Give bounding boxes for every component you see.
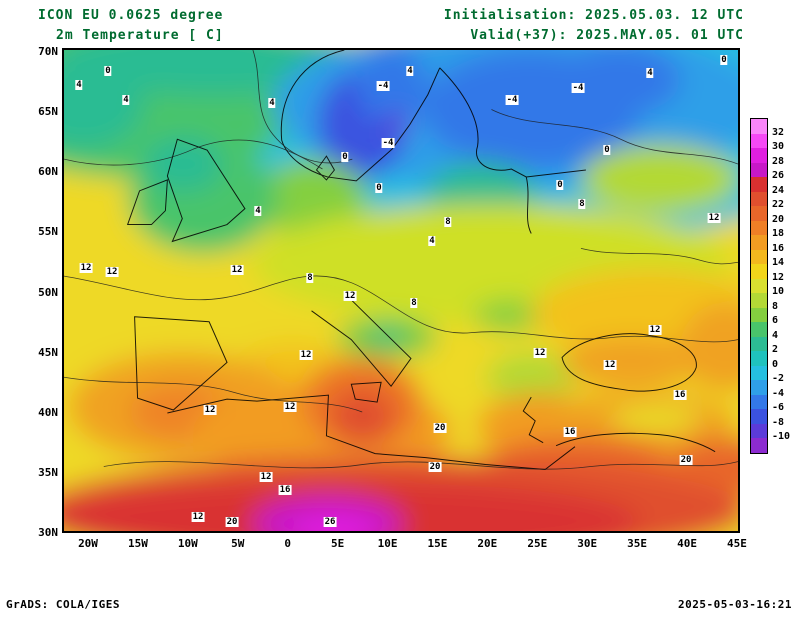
colorbar-segment: [751, 162, 767, 177]
lon-tick-label: 15E: [427, 537, 448, 550]
lon-tick-label: 5W: [231, 537, 245, 550]
colorbar-segment: [751, 278, 767, 293]
colorbar-tick-label: 26: [772, 170, 785, 181]
lon-tick-label: 20W: [78, 537, 98, 550]
colorbar-segment: [751, 322, 767, 337]
colorbar-tick-label: -2: [772, 373, 785, 384]
colorbar-tick-label: 32: [772, 126, 785, 138]
colorbar-segment: [751, 409, 767, 424]
lon-tick-label: 20E: [477, 537, 498, 550]
coastlines: [126, 50, 716, 471]
lat-tick-label: 70N: [38, 45, 58, 58]
colorbar-segment: [751, 206, 767, 221]
colorbar-tick-label: 10: [772, 286, 785, 297]
colorbar-segment: [751, 423, 767, 438]
colorbar-tick-label: 28: [772, 155, 785, 167]
lat-tick-label: 45N: [38, 345, 58, 359]
colorbar-segment: [751, 235, 767, 250]
colorbar-segment: [751, 307, 767, 322]
lon-tick-label: 10E: [377, 537, 398, 550]
lon-tick-label: 25E: [527, 537, 548, 550]
lon-tick-label: 0: [284, 537, 291, 550]
colorbar-segment: [751, 394, 767, 409]
map-plot-area: [62, 48, 740, 533]
lon-tick-label: 10W: [177, 537, 198, 550]
initialisation-time: Initialisation: 2025.05.03. 12 UTC: [443, 8, 744, 23]
lat-tick-label: 35N: [38, 465, 58, 479]
colorbar-segment: [751, 365, 767, 380]
isotherm-lines: [64, 50, 738, 470]
lat-tick-label: 60N: [38, 165, 58, 179]
colorbar-segment: [751, 133, 767, 148]
colorbar-tick-label: 4: [772, 329, 779, 341]
colorbar-segment: [751, 249, 767, 264]
colorbar-segment: [751, 119, 767, 134]
colorbar-segment: [751, 148, 767, 163]
colorbar-segment: [751, 438, 767, 453]
colorbar-segment: [751, 380, 767, 395]
lon-tick-label: 35E: [627, 537, 648, 550]
europe-temperature-map-svg: [64, 50, 738, 531]
colorbar-segment: [751, 351, 767, 366]
colorbar-segment: [751, 264, 767, 279]
colorbar-segment: [751, 191, 767, 206]
colorbar-tick-label: 20: [772, 213, 785, 225]
colorbar-tick-label: 16: [772, 242, 785, 254]
colorbar-tick-label: -10: [772, 431, 791, 442]
colorbar-tick-label: 8: [772, 300, 779, 312]
lat-tick-label: 30N: [38, 526, 58, 539]
lat-tick-label: 55N: [38, 225, 58, 239]
colorbar-tick-label: -6: [772, 402, 785, 413]
colorbar-tick-label: 30: [772, 141, 785, 152]
colorbar-segment: [751, 220, 767, 235]
creation-timestamp: 2025-05-03-16:21: [678, 598, 792, 611]
colorbar-segment: [751, 177, 767, 192]
colorbar-tick-label: 24: [772, 184, 785, 196]
lon-tick-label: 5E: [330, 537, 345, 550]
model-title: ICON EU 0.0625 degree: [38, 8, 224, 23]
colorbar-tick-label: 0: [772, 358, 779, 370]
colorbar-tick-label: -4: [772, 387, 785, 399]
colorbar-tick-label: 2: [772, 344, 779, 355]
lon-tick-label: 45E: [727, 537, 747, 550]
temperature-colorbar: [750, 118, 768, 454]
colorbar-tick-label: 22: [772, 199, 785, 210]
colorbar-segment: [751, 293, 767, 308]
colorbar-tick-label: 12: [772, 271, 785, 283]
variable-title: 2m Temperature [ C]: [56, 28, 224, 43]
lat-tick-label: 50N: [38, 285, 58, 299]
lon-tick-label: 30E: [577, 537, 598, 550]
colorbar-tick-label: 14: [772, 257, 785, 268]
colorbar-tick-label: 18: [772, 228, 785, 239]
temperature-field: [64, 50, 738, 531]
lat-tick-label: 40N: [38, 405, 58, 419]
lon-tick-label: 40E: [677, 537, 697, 550]
grads-credit: GrADS: COLA/IGES: [6, 598, 120, 611]
valid-time: Valid(+37): 2025.MAY.05. 01 UTC: [470, 28, 744, 43]
colorbar-segment: [751, 336, 767, 351]
colorbar-tick-label: 6: [772, 315, 779, 326]
colorbar-tick-label: -8: [772, 416, 785, 428]
lat-tick-label: 65N: [38, 105, 58, 119]
lon-tick-label: 15W: [127, 537, 148, 550]
